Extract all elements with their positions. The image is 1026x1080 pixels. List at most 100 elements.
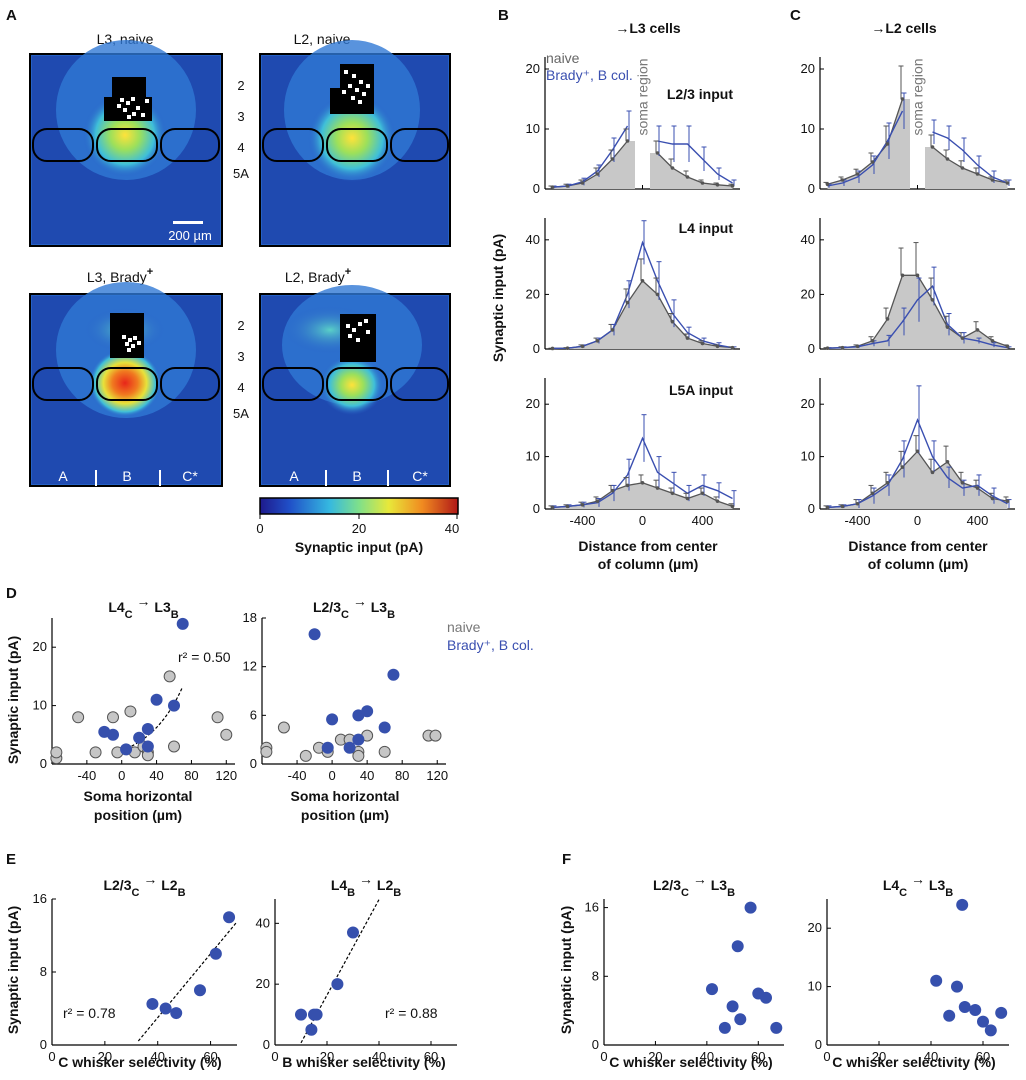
soma-markers — [122, 335, 141, 352]
x-tick-label: -40 — [77, 768, 96, 783]
y-tick-label: 20 — [801, 286, 815, 301]
naive-point — [610, 328, 615, 332]
colorbar-tick: 40 — [445, 521, 459, 536]
chart-f-l4c-l3b: 0 10 20 0 20 40 60 L4C → L3B — [808, 871, 1009, 1064]
brady-point — [326, 713, 339, 726]
naive-line — [657, 152, 733, 187]
chart-b-l5a-input: 0 10 20 -400 0 400 — [526, 378, 740, 528]
brady-point — [120, 743, 133, 756]
title-part: C — [899, 887, 907, 899]
brady-point — [305, 1023, 318, 1036]
naive-point — [730, 504, 735, 509]
brady-point — [706, 983, 718, 996]
y-tick-label: 10 — [801, 449, 815, 464]
naive-point — [625, 483, 630, 488]
naive-point — [211, 711, 224, 724]
y-tick-label: 0 — [40, 1037, 47, 1052]
naive-point — [825, 346, 830, 350]
layer-label-5a: 5A — [233, 166, 249, 181]
colorbar: 0 20 40 Synaptic input (pA) — [256, 497, 459, 555]
column-label-a: A — [289, 468, 299, 484]
panel-f-ylabel: Synaptic input (pA) — [558, 906, 574, 1034]
y-tick-label: 16 — [585, 900, 599, 915]
y-tick-label: 0 — [533, 341, 540, 356]
title-part: C — [681, 887, 689, 899]
title-part: L2 — [161, 877, 178, 893]
y-tick-label: 8 — [40, 964, 47, 979]
brady-point — [378, 721, 391, 734]
naive-point — [855, 344, 860, 349]
chart-b-l4-input: 0 20 40 — [526, 218, 740, 356]
naive-point — [124, 705, 137, 718]
naive-point — [89, 746, 102, 759]
naive-point — [700, 181, 705, 185]
brady-point — [176, 617, 189, 630]
brady-point — [352, 733, 365, 746]
legend-brady-d: Brady⁺, B col. — [447, 637, 534, 653]
panel-e2-xlabel: B whisker selectivity (%) — [282, 1054, 445, 1070]
y-tick-label: 0 — [263, 1037, 270, 1052]
x-tick-label: 0 — [118, 768, 125, 783]
y-tick-label: 12 — [243, 659, 257, 674]
x-tick-label: 120 — [215, 768, 237, 783]
x-tick-label: 400 — [967, 513, 989, 528]
chart-title: L4B → L2B — [331, 871, 401, 899]
y-tick-label: 6 — [250, 707, 257, 722]
x-tick-label: 120 — [426, 768, 448, 783]
chart-d-l23c-l3b: 0 6 12 18 -40 0 40 80 120 L2/3C → L3B — [243, 593, 449, 783]
naive-point — [72, 711, 85, 724]
y-tick-label: 40 — [801, 232, 815, 247]
x-tick-label: 0 — [823, 1049, 830, 1064]
brady-point — [347, 926, 359, 939]
brady-point — [295, 1008, 307, 1021]
naive-point — [163, 670, 176, 683]
x-tick-label: -40 — [288, 768, 307, 783]
naive-point — [50, 746, 63, 759]
naive-point — [900, 97, 905, 101]
x-tick-label: 0 — [639, 513, 646, 528]
brady-point — [956, 898, 969, 911]
brady-point — [995, 1006, 1008, 1019]
panel-label-b: B — [498, 7, 509, 24]
chart-title: L4C → L3B — [883, 871, 953, 899]
brady-point — [150, 693, 163, 706]
chart-c-l5a-input: 0 10 20 -400 0 400 — [801, 378, 1015, 528]
naive-point — [960, 481, 965, 485]
x-tick-label: 40 — [372, 1049, 386, 1064]
panel-label-a: A — [6, 7, 17, 24]
panel-f1-xlabel: C whisker selectivity (%) — [609, 1054, 772, 1070]
x-tick-label: 60 — [751, 1049, 765, 1064]
layer-label-5a: 5A — [233, 406, 249, 421]
legend-naive: naive — [546, 50, 580, 66]
naive-point — [352, 749, 365, 762]
naive-point — [168, 740, 180, 753]
title-part: L2/3 — [313, 599, 341, 615]
row-label-l4: L4 input — [679, 220, 734, 236]
title-part: L3 — [154, 599, 171, 615]
naive-point — [960, 166, 965, 170]
chart-title: L2/3C → L2B — [103, 871, 185, 899]
panel-d-xlabel-2b: position (µm) — [301, 807, 389, 823]
brady-point — [168, 699, 180, 712]
title-part: L2/3 — [103, 877, 131, 893]
naive-point — [670, 491, 675, 496]
panel-a: L3, naive L2, naive L3, Brady+ L2, Brady… — [29, 31, 459, 555]
x-tick-label: 0 — [914, 513, 921, 528]
y-tick-label: 20 — [526, 396, 540, 411]
brady-point — [141, 740, 154, 753]
naive-point — [565, 184, 570, 188]
y-tick-label: 20 — [526, 286, 540, 301]
naive-area — [552, 141, 635, 189]
brady-point — [977, 1015, 989, 1028]
y-tick-label: 20 — [33, 639, 47, 654]
heatmap-l3-naive: 200 µm — [29, 40, 223, 247]
brady-point — [107, 728, 119, 741]
brady-point — [170, 1007, 183, 1020]
brady-point — [223, 911, 236, 924]
y-tick-label: 10 — [808, 979, 822, 994]
naive-point — [580, 344, 585, 349]
x-tick-label: 60 — [203, 1049, 217, 1064]
